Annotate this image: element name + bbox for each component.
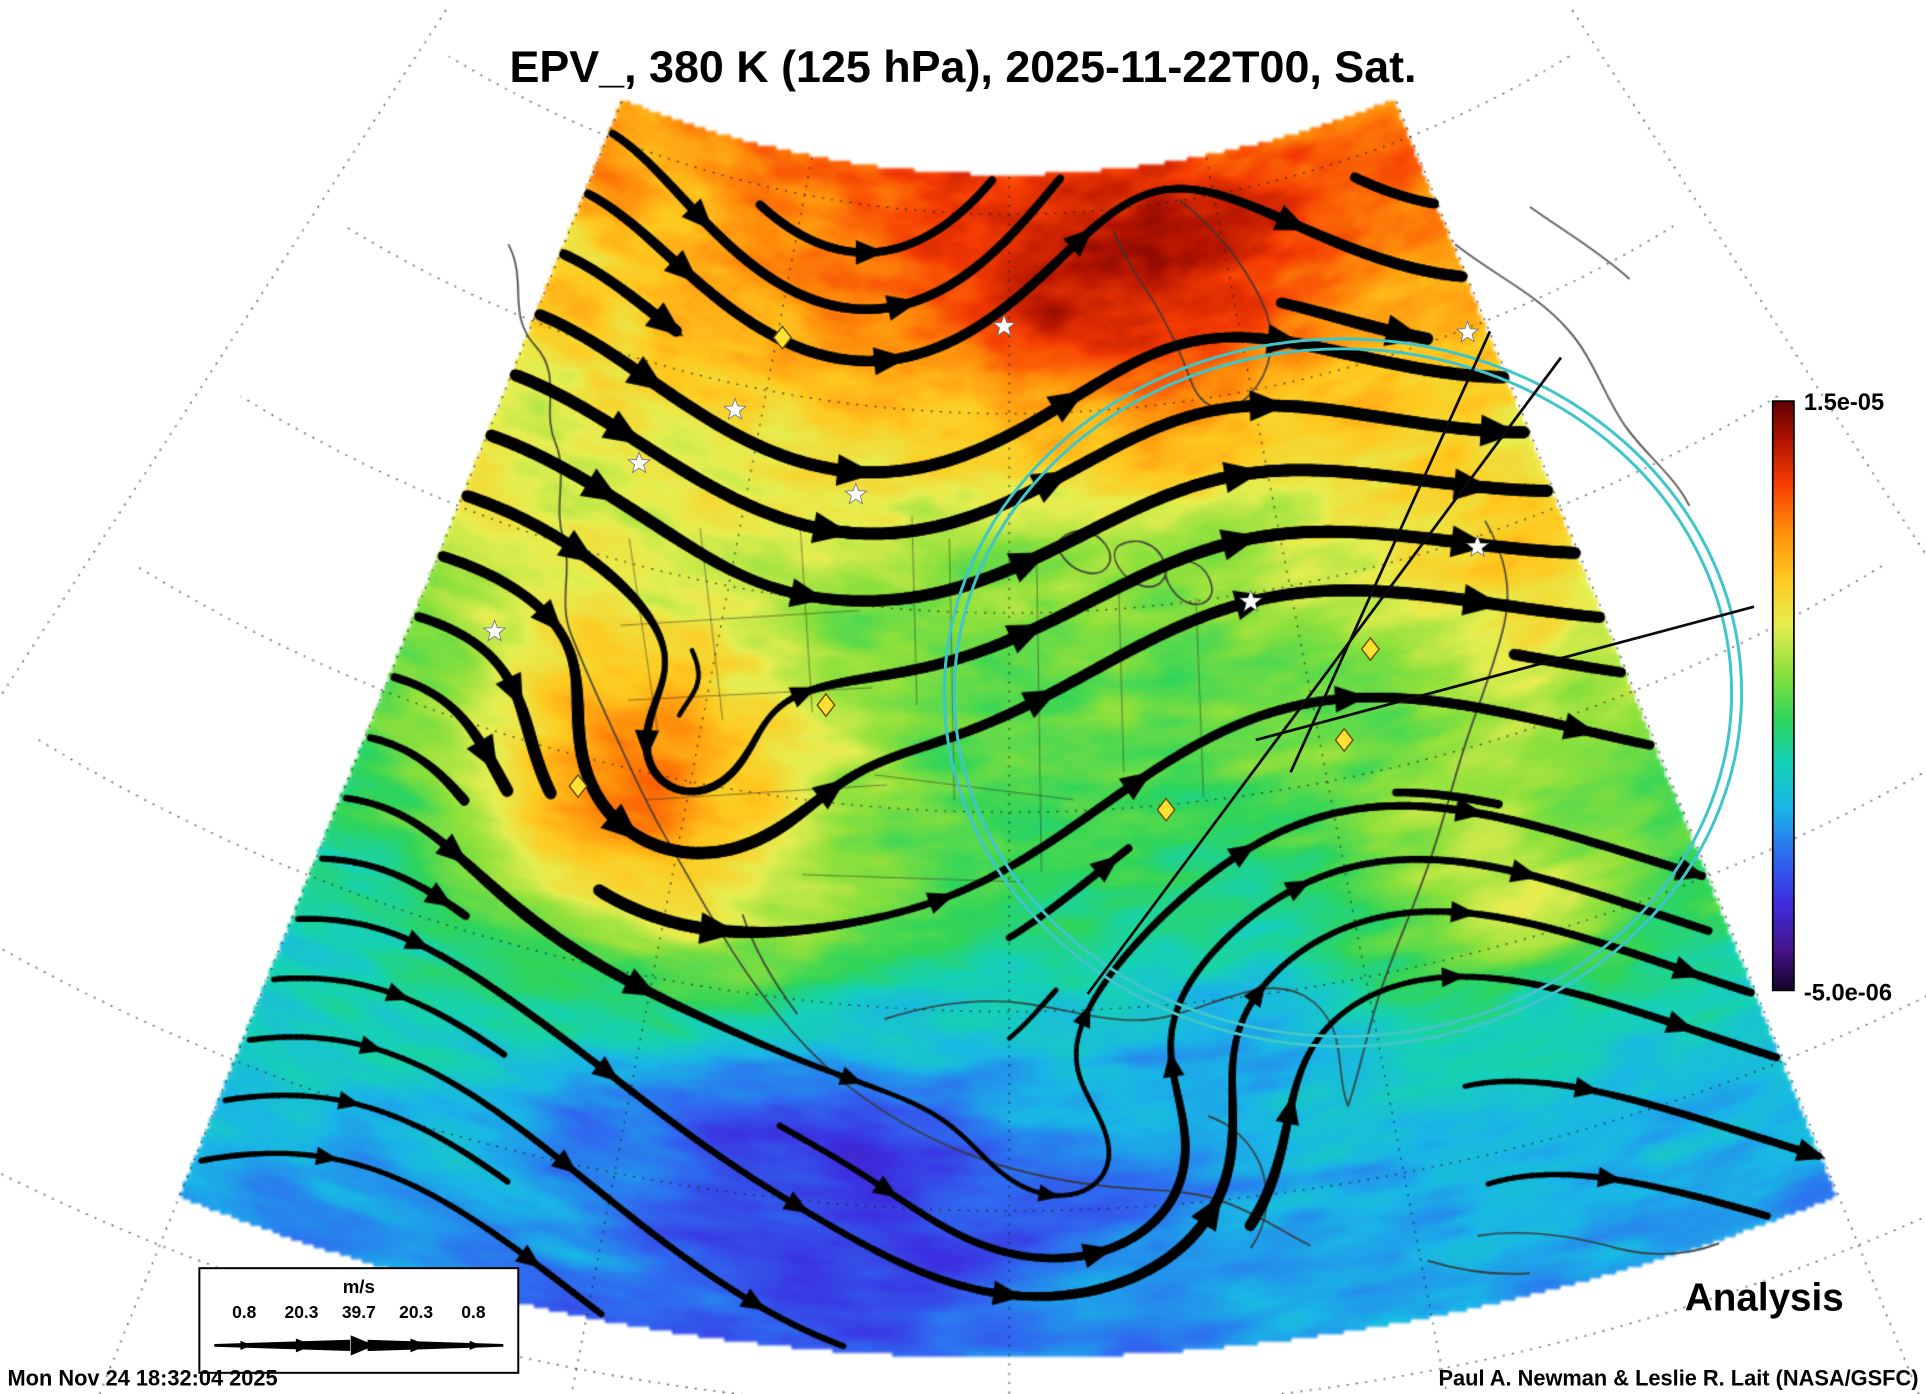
location-star-marker — [843, 482, 868, 505]
wind-legend-units: m/s — [343, 1276, 375, 1297]
station-diamond-marker — [772, 325, 793, 351]
wind-legend-value-2: 20.3 — [285, 1302, 319, 1322]
wind-legend-arrowhead — [295, 1338, 313, 1353]
timestamp-footer: Mon Nov 24 18:32:04 2025 — [8, 1365, 278, 1390]
footprint-circle-ring — [952, 347, 1734, 1038]
location-star-marker — [723, 397, 747, 420]
plot-title: EPV_, 380 K (125 hPa), 2025-11-22T00, Sa… — [509, 41, 1416, 92]
station-markers — [482, 313, 1490, 823]
wind-legend-arrowhead — [350, 1335, 376, 1356]
satellite-track-line — [1289, 330, 1492, 773]
colorbar-gradient-bar — [1771, 400, 1795, 992]
satellite-track-line — [1086, 356, 1563, 995]
station-diamond-marker — [568, 773, 588, 799]
wind-legend-arrowhead — [410, 1338, 428, 1353]
location-star-marker — [627, 450, 651, 474]
station-diamond-marker — [816, 692, 836, 718]
location-star-marker — [1238, 589, 1263, 612]
credit-footer: Paul A. Newman & Leslie R. Lait (NASA/GS… — [1438, 1365, 1918, 1390]
wind-legend-value-4: 20.3 — [399, 1302, 433, 1322]
satellite-footprint-circle — [942, 337, 1744, 1048]
wind-legend-arrow-band — [367, 1339, 504, 1352]
wind-speed-legend: m/s 0.8 20.3 39.7 20.3 0.8 — [198, 1267, 520, 1374]
wind-legend-arrowhead — [240, 1340, 252, 1351]
satellite-track-lines — [1086, 330, 1755, 995]
wind-legend-arrowhead — [469, 1340, 481, 1351]
location-star-marker — [992, 313, 1016, 337]
wind-legend-value-5: 0.8 — [461, 1302, 486, 1322]
wind-legend-box — [198, 1267, 520, 1374]
satellite-track-line — [1255, 605, 1755, 742]
colorbar: 1.5e-05 -5.0e-06 — [1771, 390, 1892, 1006]
footprint-circle-ring — [942, 337, 1744, 1048]
station-diamond-marker — [1360, 636, 1381, 662]
colorbar-max-label: 1.5e-05 — [1804, 390, 1884, 416]
location-star-marker — [1455, 320, 1480, 343]
analysis-label: Analysis — [1685, 1277, 1844, 1320]
colorbar-min-label: -5.0e-06 — [1804, 980, 1892, 1006]
location-star-marker — [482, 619, 507, 642]
wind-legend-value-1: 0.8 — [232, 1302, 257, 1322]
location-star-marker — [1465, 534, 1490, 557]
station-diamond-marker — [1156, 797, 1176, 823]
wind-legend-value-3: 39.7 — [342, 1302, 376, 1322]
wind-legend-arrow-band — [214, 1339, 351, 1352]
station-diamond-marker — [1334, 727, 1354, 753]
